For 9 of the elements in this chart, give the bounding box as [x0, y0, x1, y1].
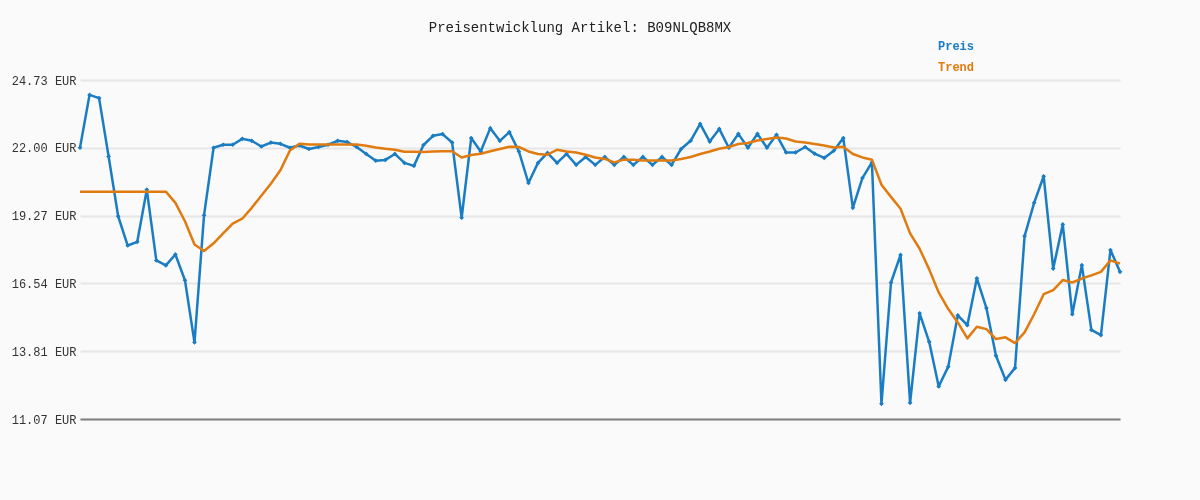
y-tick-label: 13.81 EUR — [11, 345, 77, 360]
y-tick-label: 19.27 EUR — [11, 210, 77, 224]
y-tick-label: 16.54 EUR — [11, 277, 77, 292]
y-tick-label: 11.07 EUR — [11, 413, 77, 428]
text: Preis — [938, 40, 975, 54]
y-tick-label: 22.00 EUR — [11, 142, 77, 157]
text: Trend — [938, 61, 975, 75]
y-tick-label: 24.73 EUR — [11, 74, 77, 89]
chart-title: Preisentwicklung Artikel: B09NLQB8MX — [428, 20, 732, 36]
